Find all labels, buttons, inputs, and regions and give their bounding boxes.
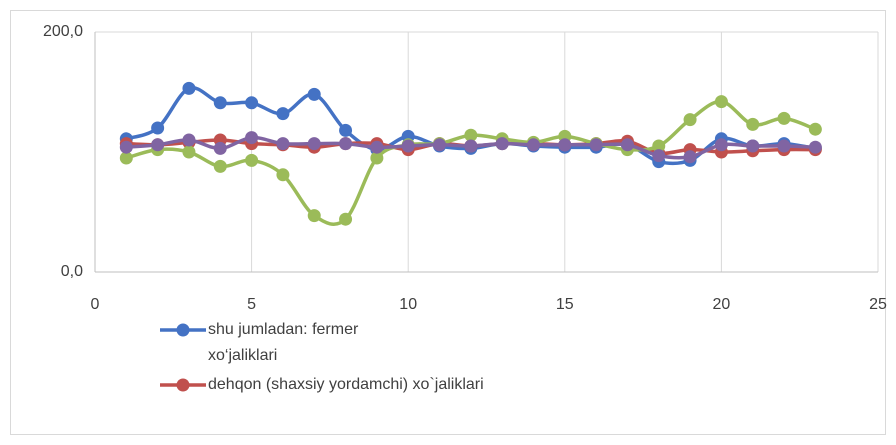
data-point [119, 140, 133, 154]
data-point [495, 137, 509, 151]
data-point [652, 149, 666, 163]
data-point [808, 140, 822, 154]
data-point [746, 139, 760, 153]
data-point [151, 138, 165, 152]
legend-entry: dehqon (shaxsiy yordamchi) xo`jaliklari [158, 375, 484, 398]
data-point [151, 121, 165, 135]
x-tick-label: 5 [247, 296, 256, 313]
data-point [777, 111, 791, 125]
data-point [714, 138, 728, 152]
chart-border [10, 10, 886, 435]
data-point [245, 96, 259, 110]
data-point [464, 128, 478, 142]
data-point [182, 133, 196, 147]
x-tick-label: 10 [399, 296, 417, 313]
data-point [182, 145, 196, 159]
data-point [652, 139, 666, 153]
data-point [307, 87, 321, 101]
legend-marker [176, 323, 190, 337]
legend: shu jumladan: fermer xo‘jaliklari dehqon … [158, 320, 484, 404]
x-tick-label: 25 [869, 296, 887, 313]
data-point [339, 123, 353, 137]
data-point [370, 151, 384, 165]
data-point [119, 151, 133, 165]
data-point [276, 107, 290, 121]
data-point [808, 122, 822, 136]
data-point [213, 159, 227, 173]
x-tick-label: 15 [556, 296, 574, 313]
data-point [213, 141, 227, 155]
y-tick-label: 200,0 [43, 23, 83, 40]
data-point [714, 95, 728, 109]
legend-label: shu jumladan: fermer xo‘jaliklari [208, 321, 359, 364]
data-point [182, 81, 196, 95]
data-point [307, 137, 321, 151]
data-point [683, 113, 697, 127]
data-point [746, 117, 760, 131]
data-point [339, 212, 353, 226]
data-point [683, 150, 697, 164]
x-tick-label: 20 [713, 296, 731, 313]
data-point [589, 138, 603, 152]
data-point [276, 137, 290, 151]
legend-marker [176, 378, 190, 392]
y-tick-label: 0,0 [61, 263, 83, 280]
data-point [213, 96, 227, 110]
series-line [125, 99, 816, 226]
data-point [245, 131, 259, 145]
data-point [526, 138, 540, 152]
data-point [370, 140, 384, 154]
legend-entry: shu jumladan: fermer xo‘jaliklari [158, 320, 484, 369]
data-point [276, 168, 290, 182]
legend-label: dehqon (shaxsiy yordamchi) xo`jaliklari [208, 376, 484, 393]
x-tick-label: 0 [91, 296, 100, 313]
data-point [558, 138, 572, 152]
legend-key [160, 378, 206, 392]
data-point [245, 153, 259, 167]
data-point [464, 139, 478, 153]
data-point [401, 139, 415, 153]
data-point [339, 137, 353, 151]
data-point [307, 209, 321, 223]
data-point [777, 139, 791, 153]
data-point [433, 138, 447, 152]
data-point [620, 138, 634, 152]
legend-key [160, 323, 206, 337]
